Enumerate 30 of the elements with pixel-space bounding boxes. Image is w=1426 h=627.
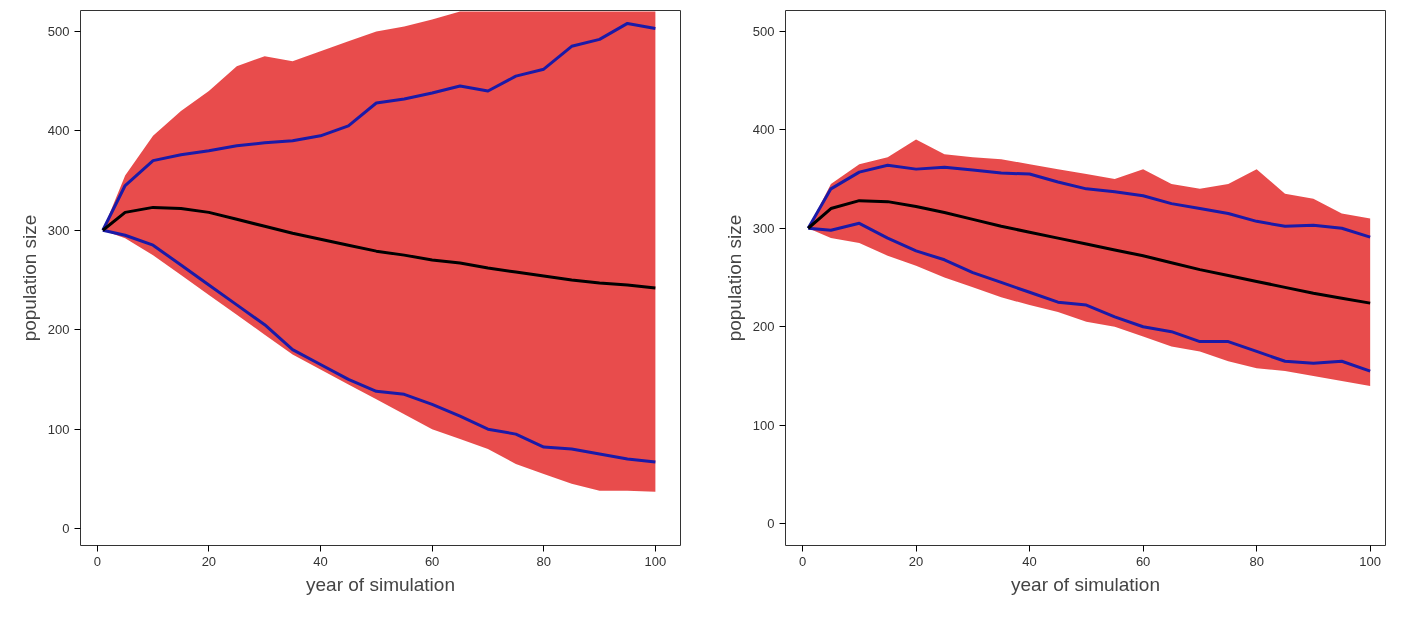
x-tick-label: 100: [1359, 553, 1382, 569]
y-tick-label: 0: [767, 516, 775, 532]
x-tick-label: 60: [424, 553, 440, 569]
y-tick-label: 0: [62, 521, 70, 537]
x-tick-label: 20: [201, 553, 217, 569]
x-tick-label: 60: [1135, 553, 1151, 569]
x-tick-label: 0: [798, 553, 807, 569]
x-tick-label: 0: [93, 553, 101, 569]
y-axis-title: population size: [18, 214, 40, 342]
y-tick-label: 400: [752, 122, 775, 138]
y-tick-label: 100: [752, 417, 775, 433]
x-tick-label: 40: [313, 553, 328, 569]
x-tick-label: 80: [1249, 553, 1264, 569]
y-axis-title: population size: [723, 214, 745, 342]
y-tick-label: 100: [47, 421, 70, 437]
x-tick-label: 40: [1022, 553, 1037, 569]
x-axis-title: year of simulation: [306, 573, 455, 595]
y-tick-label: 400: [47, 123, 70, 139]
y-tick-label: 500: [752, 23, 775, 39]
y-tick-label: 300: [752, 220, 775, 236]
y-tick-label: 200: [752, 319, 775, 335]
x-tick-label: 80: [536, 553, 551, 569]
y-tick-label: 500: [47, 23, 70, 39]
line-series: [806, 199, 1372, 305]
line-series: [101, 205, 657, 290]
x-tick-label: 100: [644, 553, 667, 569]
x-axis-title: year of simulation: [1011, 573, 1160, 595]
x-tick-label: 20: [908, 553, 924, 569]
y-tick-label: 200: [47, 322, 70, 338]
y-tick-label: 300: [47, 222, 70, 238]
